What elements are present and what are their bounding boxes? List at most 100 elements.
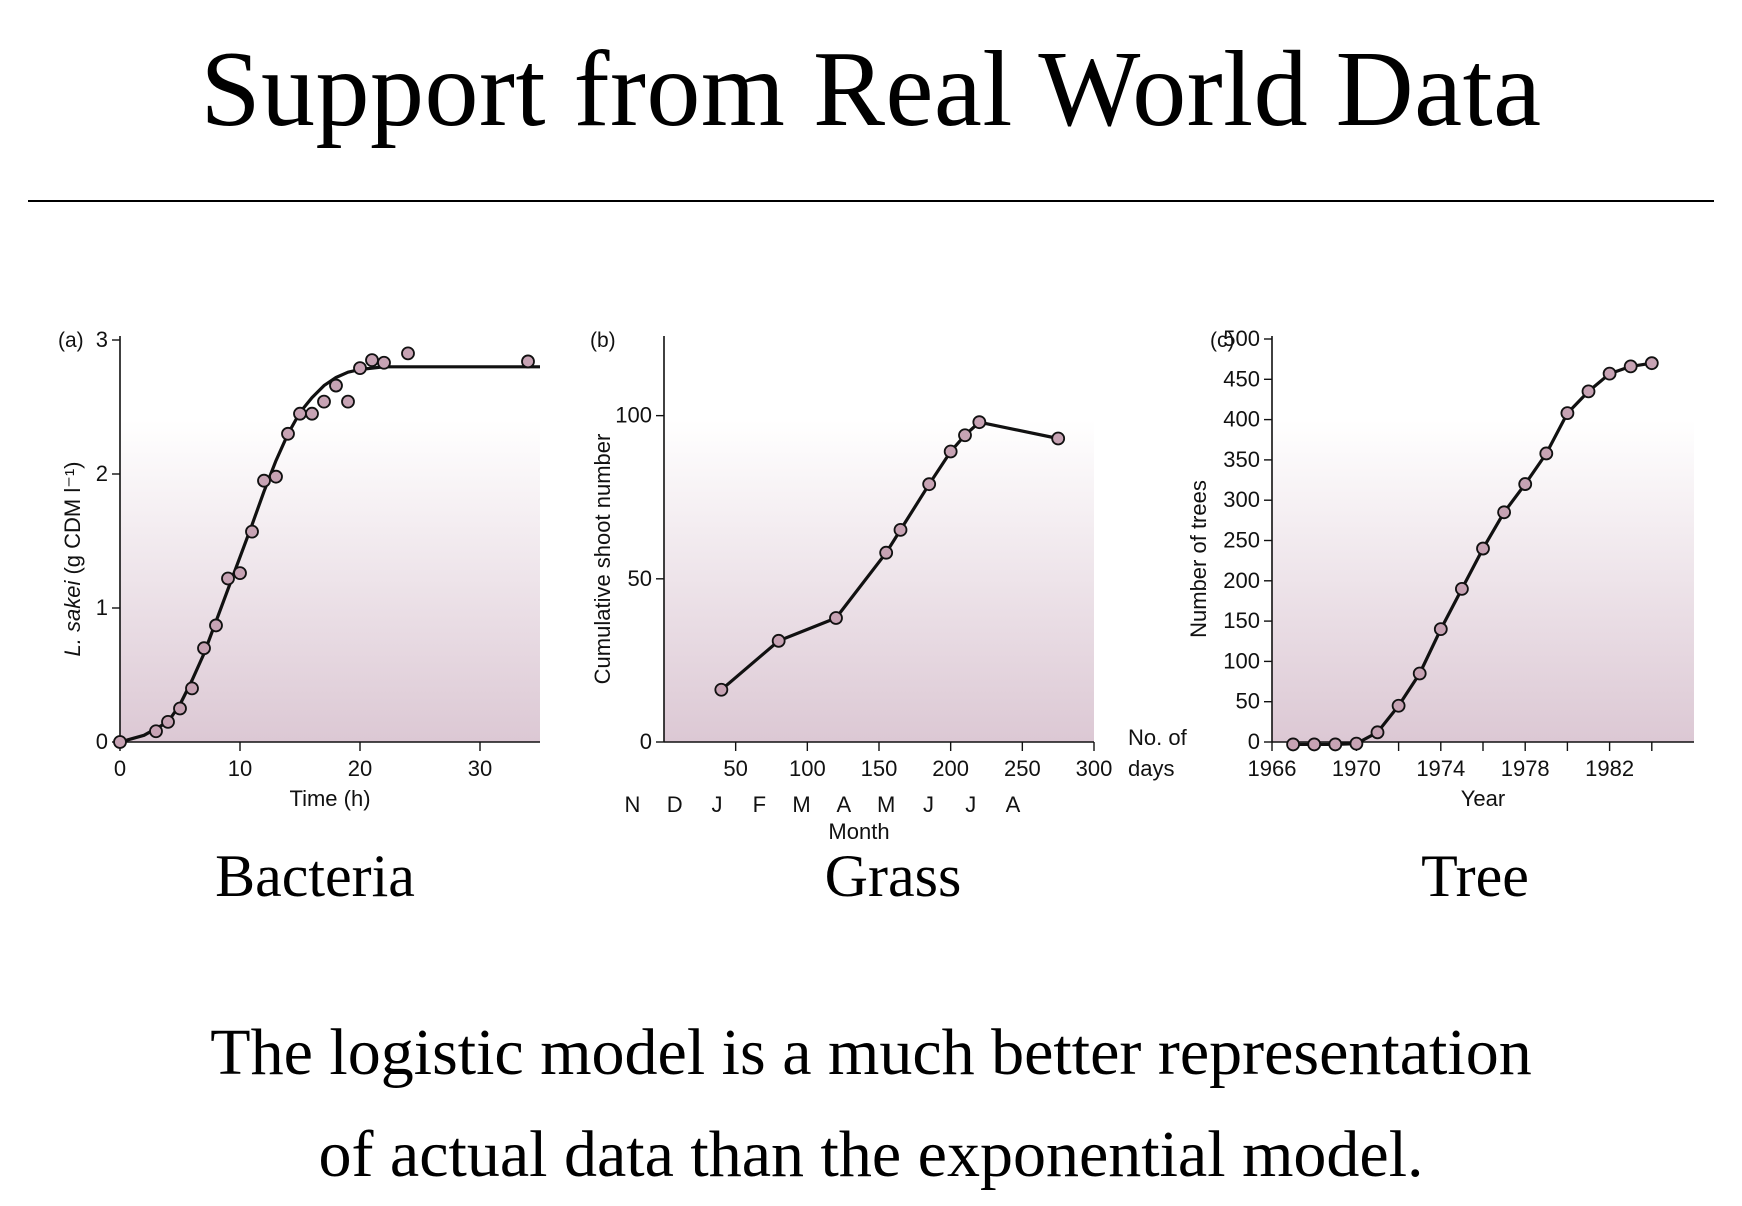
data-point [1307, 737, 1322, 752]
data-point [293, 406, 307, 421]
data-point [829, 611, 843, 625]
summary-line-1: The logistic model is a much better repr… [210, 1016, 1532, 1089]
data-point [209, 618, 223, 633]
series-line [720, 420, 1059, 692]
x-tick-label: 10 [228, 756, 252, 781]
data-point [1560, 406, 1575, 421]
data-point [221, 571, 235, 586]
y-tick-label: 50 [628, 566, 652, 591]
data-point [1497, 505, 1511, 520]
data-point [1412, 666, 1427, 681]
data-point [1581, 384, 1596, 399]
data-point [1476, 541, 1490, 556]
month-label: F [753, 792, 766, 817]
caption-grass: Grass [824, 843, 962, 909]
y-tick-label: 150 [1223, 608, 1260, 633]
data-point [771, 633, 786, 648]
y-tick-label: 2 [96, 461, 108, 486]
x-axis-label: Time (h) [289, 786, 370, 811]
chart-c: (c) 0 50 100 150 200 250 300 350 400 450 500 1966 197… [1186, 326, 1694, 811]
y-axis-label: Cumulative shoot number [590, 434, 615, 685]
data-point [269, 469, 283, 484]
data-point [1051, 431, 1066, 446]
data-point [958, 428, 972, 443]
x-tick-label: 1982 [1585, 756, 1634, 781]
x-tick-label: 100 [789, 756, 826, 781]
panel-label: (c) [1210, 329, 1235, 352]
month-label: D [667, 792, 683, 817]
y-tick-label: 250 [1223, 528, 1260, 553]
data-point [972, 415, 987, 430]
x-tick-label: 0 [114, 756, 126, 781]
data-point [197, 641, 211, 656]
plot-background [664, 420, 1094, 742]
data-point [281, 426, 295, 441]
panel-label: (b) [590, 329, 616, 352]
caption-tree: Tree [1421, 843, 1529, 909]
data-point [1433, 622, 1448, 637]
title-divider [28, 200, 1714, 202]
y-tick-label: 500 [1223, 326, 1260, 351]
y-tick-label: 50 [1236, 689, 1260, 714]
month-label: J [965, 792, 976, 817]
data-point [1349, 736, 1364, 751]
data-point [245, 524, 259, 539]
data-point [922, 477, 937, 492]
plot-background [120, 420, 540, 742]
x-tick-label: 300 [1076, 756, 1113, 781]
summary-line-2: of actual data than the exponential mode… [318, 1118, 1424, 1191]
month-label: A [1006, 792, 1021, 817]
x-axis-label: Month [828, 819, 889, 844]
caption-bacteria: Bacteria [215, 843, 415, 909]
data-point [185, 681, 199, 696]
x-tick-label: 20 [348, 756, 372, 781]
x-tick-label: 1978 [1501, 756, 1550, 781]
month-label: A [837, 792, 852, 817]
data-point [714, 682, 729, 697]
data-point [353, 361, 367, 376]
data-point [1518, 477, 1533, 491]
data-point [1623, 359, 1638, 374]
x-axis-label: Year [1461, 786, 1505, 811]
data-point [1539, 446, 1554, 461]
x-tick-label: 50 [723, 756, 747, 781]
data-point [233, 566, 247, 581]
y-tick-label: 0 [96, 729, 108, 754]
month-label: N [625, 792, 641, 817]
x-tick-label: 250 [1004, 756, 1041, 781]
data-point [365, 353, 379, 368]
chart-b: (b) 0 50 100 50 100 150 200 250 300 Month Cumulativ… [590, 329, 1188, 844]
data-point [401, 346, 415, 361]
data-point [1286, 737, 1300, 752]
month-label: M [877, 792, 895, 817]
x-tick-label: 150 [861, 756, 898, 781]
data-point [879, 545, 894, 560]
data-point [1391, 698, 1406, 713]
data-point [173, 701, 187, 716]
data-point [341, 394, 355, 409]
data-point [377, 355, 391, 370]
page-title: Support from Real World Data [200, 30, 1542, 149]
data-point [1370, 725, 1385, 740]
x-unit-label: days [1128, 756, 1174, 781]
data-point [113, 735, 127, 749]
y-tick-label: 1 [96, 595, 108, 620]
data-point [1455, 581, 1469, 596]
y-tick-label: 400 [1223, 407, 1260, 432]
data-point [149, 724, 163, 739]
y-tick-label: 100 [615, 403, 652, 428]
x-tick-label: 1974 [1416, 756, 1465, 781]
y-tick-label: 0 [1248, 729, 1260, 754]
data-point [329, 378, 343, 393]
data-point [161, 715, 175, 729]
y-axis-label: L. sakei (g CDM l⁻¹) [60, 462, 85, 657]
panel-label: (a) [58, 329, 84, 352]
x-tick-label: 1970 [1332, 756, 1381, 781]
x-tick-label: 30 [468, 756, 492, 781]
y-tick-label: 350 [1223, 447, 1260, 472]
month-label: J [712, 792, 723, 817]
y-tick-label: 3 [96, 327, 108, 352]
x-unit-label: No. of [1128, 725, 1188, 750]
data-point [943, 444, 958, 459]
